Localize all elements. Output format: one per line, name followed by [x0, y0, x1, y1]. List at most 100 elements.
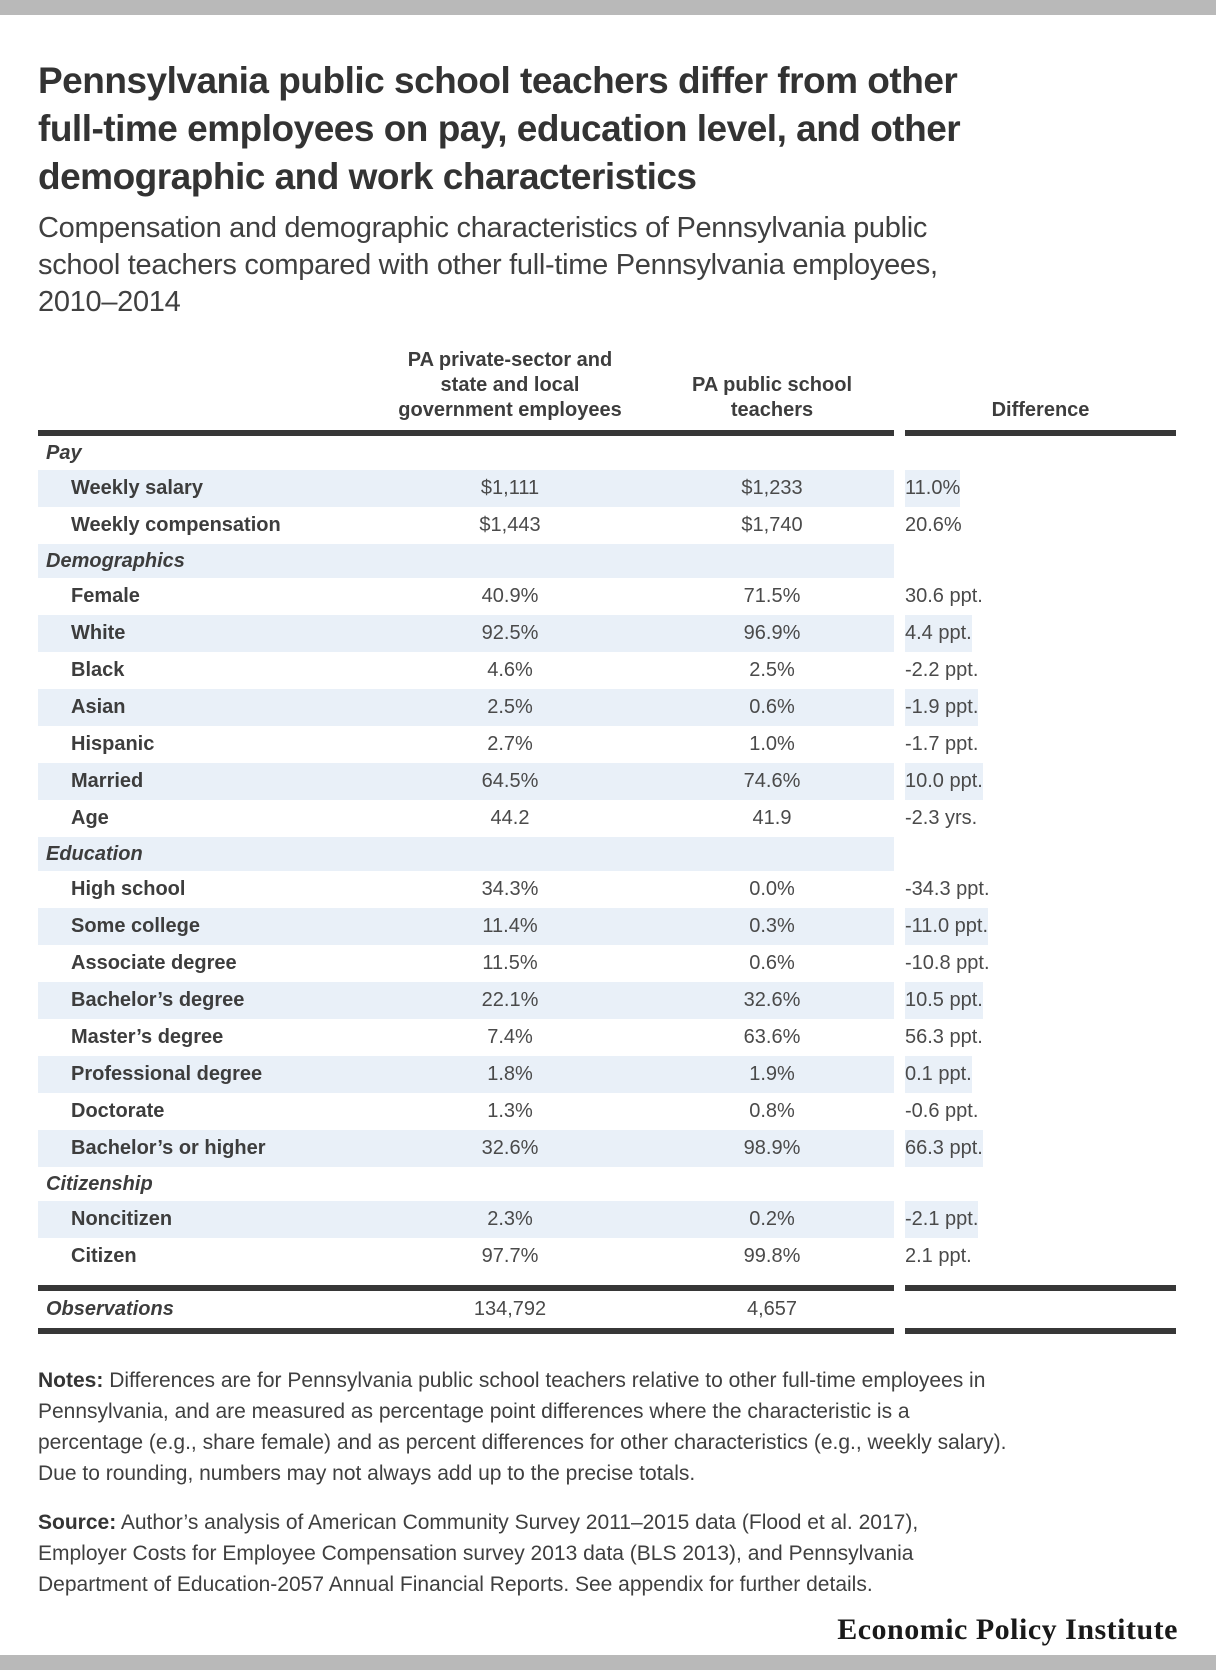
table-row: Weekly compensation $1,443 $1,740 20.6%: [38, 507, 1178, 544]
row-label: Weekly salary: [71, 477, 203, 499]
row-label: Asian: [71, 696, 126, 718]
row-label: Bachelor’s degree: [71, 989, 245, 1011]
row-main: Hispanic 2.7% 1.0%: [38, 726, 894, 763]
column-gap: [894, 1019, 905, 1056]
row-label: Associate degree: [71, 952, 237, 974]
row-main: Citizen 97.7% 99.8%: [38, 1238, 894, 1275]
column-gap: [894, 800, 905, 837]
row-value-private-sector: 32.6%: [481, 1137, 539, 1159]
row-value-private-sector: 2.7%: [487, 733, 533, 755]
column-gap: [894, 908, 905, 945]
row-value-private-sector: 7.4%: [487, 1026, 533, 1048]
section-label: Demographics: [46, 549, 185, 572]
row-value-teachers: 63.6%: [743, 1026, 801, 1048]
column-gap: [894, 1130, 905, 1167]
row-value-private-sector: 44.2: [490, 807, 530, 829]
row-value-private-sector: 64.5%: [481, 770, 539, 792]
row-main: Age 44.2 41.9: [38, 800, 894, 837]
row-value-private-sector: $1,443: [479, 514, 541, 536]
row-value-difference: -1.9 ppt.: [905, 689, 979, 726]
row-main: Black 4.6% 2.5%: [38, 652, 894, 689]
row-label: Hispanic: [71, 733, 155, 755]
row-label: High school: [71, 878, 186, 900]
row-value-teachers: 0.2%: [749, 1208, 795, 1230]
column-gap: [894, 1167, 905, 1201]
header-rule-diff: [905, 430, 1176, 436]
row-main: Female 40.9% 71.5%: [38, 578, 894, 615]
section-label: Education: [46, 842, 143, 865]
row-value-difference: 66.3 ppt.: [905, 1130, 983, 1167]
table-row: Associate degree 11.5% 0.6% -10.8 ppt.: [38, 945, 1178, 982]
table-section-row: Demographics: [38, 544, 1178, 578]
table-row: Asian 2.5% 0.6% -1.9 ppt.: [38, 689, 1178, 726]
observations-top-rule: [38, 1285, 1178, 1291]
row-label: Noncitizen: [71, 1208, 173, 1230]
table-row: High school 34.3% 0.0% -34.3 ppt.: [38, 871, 1178, 908]
row-value-private-sector: 40.9%: [481, 585, 539, 607]
row-main: Asian 2.5% 0.6%: [38, 689, 894, 726]
row-value-private-sector: 1.3%: [487, 1100, 533, 1122]
column-gap: [894, 982, 905, 1019]
column-gap: [894, 470, 905, 507]
row-main: White 92.5% 96.9%: [38, 615, 894, 652]
rule-gap: [894, 1328, 905, 1334]
row-value-difference: -34.3 ppt.: [905, 878, 990, 900]
table-row: Hispanic 2.7% 1.0% -1.7 ppt.: [38, 726, 1178, 763]
row-label: White: [71, 622, 126, 644]
column-gap: [894, 615, 905, 652]
row-value-teachers: 99.8%: [743, 1245, 801, 1267]
row-label: Black: [71, 659, 125, 681]
row-main: Married 64.5% 74.6%: [38, 763, 894, 800]
column-gap: [894, 652, 905, 689]
row-value-teachers: 0.3%: [749, 915, 795, 937]
notes-label: Notes:: [38, 1369, 104, 1392]
table-row: Noncitizen 2.3% 0.2% -2.1 ppt.: [38, 1201, 1178, 1238]
row-value-private-sector: 4.6%: [487, 659, 533, 681]
notes: Notes: Differences are for Pennsylvania …: [38, 1365, 1178, 1489]
row-value-difference: 10.0 ppt.: [905, 763, 983, 800]
table-section-row: Pay: [38, 436, 1178, 470]
header-rule: [38, 430, 1178, 436]
observations-teachers: 4,657: [746, 1298, 798, 1320]
row-value-difference: 2.1 ppt.: [905, 1245, 972, 1267]
table-row: Married 64.5% 74.6% 10.0 ppt.: [38, 763, 1178, 800]
row-main: Bachelor’s degree 22.1% 32.6%: [38, 982, 894, 1019]
row-value-private-sector: 22.1%: [481, 989, 539, 1011]
top-page-bar: [0, 0, 1216, 15]
row-value-difference: -11.0 ppt.: [905, 908, 989, 945]
notes-text: Differences are for Pennsylvania public …: [38, 1369, 1007, 1485]
row-value-private-sector: 11.4%: [482, 915, 538, 937]
observations-bottom-rule-diff: [905, 1328, 1176, 1334]
column-gap: [894, 689, 905, 726]
row-value-difference: 30.6 ppt.: [905, 585, 983, 607]
row-value-teachers: 0.6%: [749, 696, 795, 718]
table-row: Master’s degree 7.4% 63.6% 56.3 ppt.: [38, 1019, 1178, 1056]
row-label: Married: [71, 770, 144, 792]
section-label: Pay: [46, 441, 82, 464]
table-row: Bachelor’s degree 22.1% 32.6% 10.5 ppt.: [38, 982, 1178, 1019]
row-value-private-sector: 92.5%: [481, 622, 539, 644]
row-value-private-sector: 97.7%: [481, 1245, 539, 1267]
figure-content: Pennsylvania public school teachers diff…: [0, 57, 1216, 1647]
table-section-row: Citizenship: [38, 1167, 1178, 1201]
data-table: PA private-sector and state and local go…: [38, 348, 1178, 1334]
row-value-private-sector: 11.5%: [482, 952, 538, 974]
row-value-difference: -2.2 ppt.: [905, 659, 979, 681]
epi-wordmark: Economic Policy Institute: [837, 1613, 1178, 1646]
row-value-difference: 4.4 ppt.: [905, 615, 972, 652]
table-row: Female 40.9% 71.5% 30.6 ppt.: [38, 578, 1178, 615]
source-label: Source:: [38, 1511, 117, 1534]
row-value-teachers: 32.6%: [743, 989, 801, 1011]
row-value-difference: -2.1 ppt.: [905, 1201, 979, 1238]
row-main: Weekly salary $1,111 $1,233: [38, 470, 894, 507]
row-main: Professional degree 1.8% 1.9%: [38, 1056, 894, 1093]
column-gap: [894, 1291, 905, 1328]
row-value-difference: 10.5 ppt.: [905, 982, 983, 1019]
table-row: Weekly salary $1,111 $1,233 11.0%: [38, 470, 1178, 507]
row-value-teachers: 1.9%: [749, 1063, 795, 1085]
row-label: Age: [71, 807, 109, 829]
column-gap: [894, 726, 905, 763]
column-gap: [894, 578, 905, 615]
figure-title: Pennsylvania public school teachers diff…: [38, 60, 961, 197]
column-gap: [894, 945, 905, 982]
